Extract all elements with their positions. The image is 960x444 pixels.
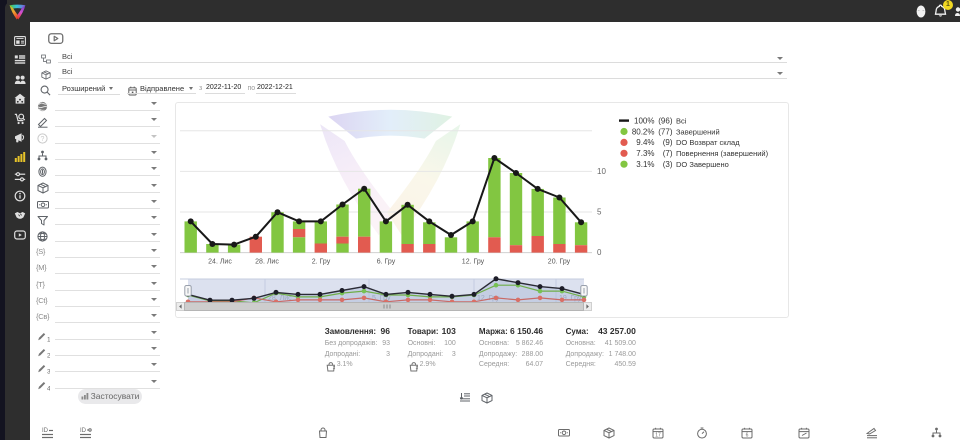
svg-text:6: 6 bbox=[746, 433, 749, 439]
svg-text:DO Завершено: DO Завершено bbox=[676, 160, 729, 169]
svg-text:Повернення (завершений): Повернення (завершений) bbox=[676, 149, 769, 158]
svg-text:12. Гру: 12. Гру bbox=[462, 259, 485, 266]
svg-text:0: 0 bbox=[597, 248, 602, 257]
svg-text:80.2%: 80.2% bbox=[632, 127, 655, 136]
svg-text:5: 5 bbox=[597, 208, 602, 217]
svg-text:17: 17 bbox=[655, 433, 661, 439]
svg-text:(9): (9) bbox=[663, 138, 673, 147]
svg-text:10: 10 bbox=[597, 167, 606, 176]
svg-text:Завершений: Завершений bbox=[676, 127, 720, 136]
svg-text:6. Гру: 6. Гру bbox=[377, 259, 396, 266]
svg-text:?: ? bbox=[41, 136, 45, 143]
svg-text:20. Гру: 20. Гру bbox=[548, 259, 571, 266]
svg-text:Всі: Всі bbox=[676, 116, 687, 125]
svg-text:1: 1 bbox=[47, 336, 50, 342]
svg-text:DO Возврат склад: DO Возврат склад bbox=[676, 138, 740, 147]
svg-text:7.3%: 7.3% bbox=[636, 149, 654, 158]
svg-text:2. Гру: 2. Гру bbox=[312, 259, 331, 266]
svg-text:4: 4 bbox=[47, 385, 50, 391]
svg-text:28. Лис: 28. Лис bbox=[255, 259, 279, 266]
svg-text:ID: ID bbox=[42, 428, 49, 434]
svg-text:3: 3 bbox=[47, 369, 50, 375]
svg-text:2: 2 bbox=[47, 352, 50, 358]
svg-text:(77): (77) bbox=[658, 127, 673, 136]
svg-text:(96): (96) bbox=[658, 116, 673, 125]
svg-text:9.4%: 9.4% bbox=[636, 138, 654, 147]
svg-text:100%: 100% bbox=[634, 116, 654, 125]
svg-text:3.1%: 3.1% bbox=[636, 160, 654, 169]
svg-text:24. Лис: 24. Лис bbox=[208, 259, 232, 266]
svg-text:(3): (3) bbox=[663, 160, 673, 169]
svg-text:ID: ID bbox=[80, 428, 87, 434]
svg-text:(7): (7) bbox=[663, 149, 673, 158]
